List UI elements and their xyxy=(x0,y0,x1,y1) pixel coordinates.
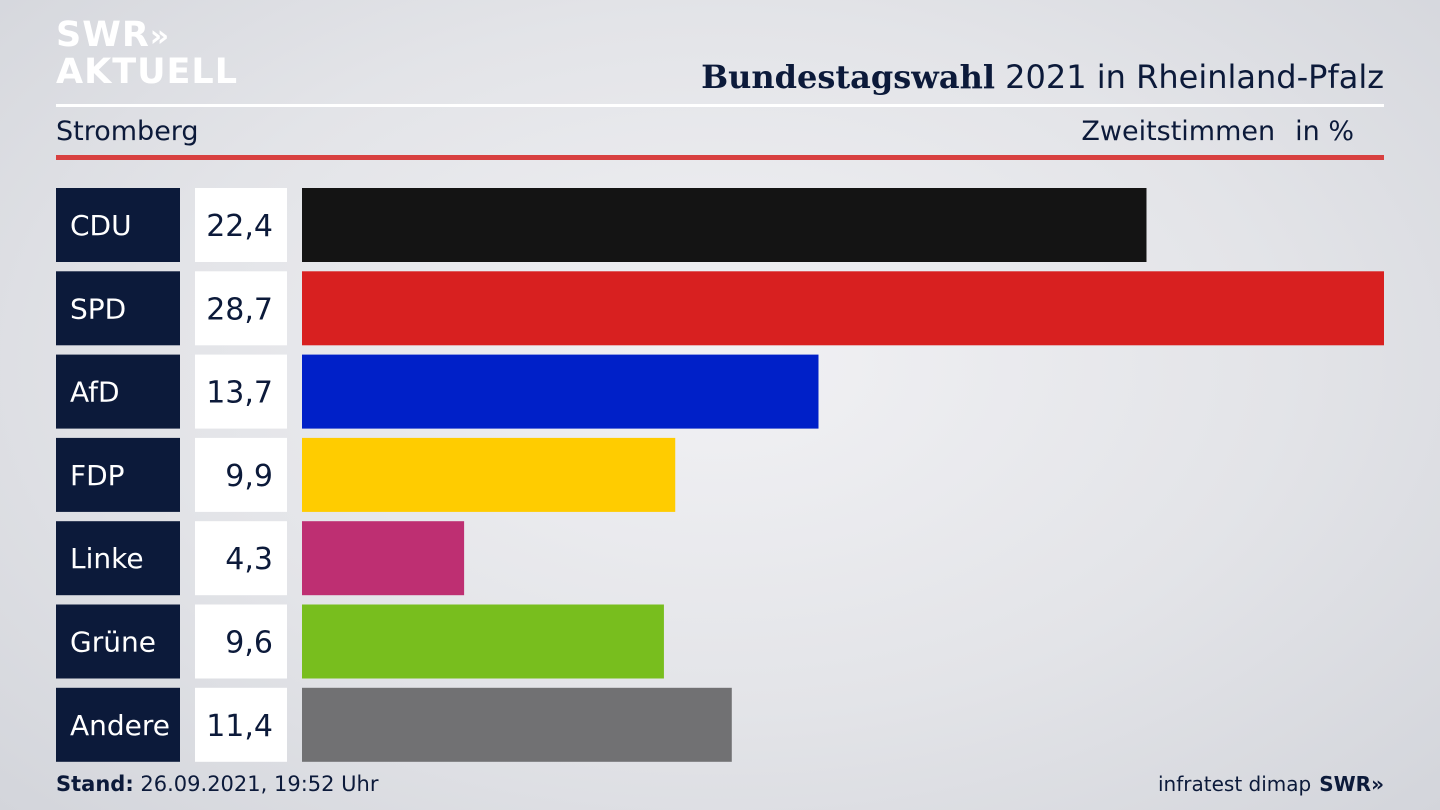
page-title: Bundestagswahl 2021 in Rheinland-Pfalz xyxy=(701,58,1384,96)
constituency-label: Stromberg xyxy=(56,116,199,147)
measure-label: Zweitstimmen in % xyxy=(1081,116,1354,147)
bar-afd xyxy=(302,354,819,429)
party-label-cdu: CDU xyxy=(70,209,132,242)
party-label-afd: AfD xyxy=(70,376,120,409)
value-label-linke: 4,3 xyxy=(225,542,273,577)
logo-line-1: SWR» xyxy=(56,15,169,55)
bar-grüne xyxy=(302,604,664,679)
value-box-spd xyxy=(195,271,287,346)
party-label-box-afd xyxy=(56,354,180,429)
party-label-grüne: Grüne xyxy=(70,626,156,659)
timestamp: Stand: 26.09.2021, 19:52 Uhr xyxy=(56,772,379,796)
bar-cdu xyxy=(302,188,1147,262)
source-credit: infratest dimap SWR» xyxy=(1158,772,1384,796)
party-label-box-cdu xyxy=(56,188,180,262)
party-label-andere: Andere xyxy=(70,709,170,742)
value-box-afd xyxy=(195,354,287,429)
bar-fdp xyxy=(302,437,676,512)
party-label-box-spd xyxy=(56,271,180,346)
accent-divider xyxy=(56,155,1384,160)
header-divider xyxy=(56,104,1384,107)
value-box-cdu xyxy=(195,188,287,262)
party-label-fdp: FDP xyxy=(70,459,125,492)
bar-linke xyxy=(302,521,465,596)
value-box-linke xyxy=(195,521,287,596)
party-label-spd: SPD xyxy=(70,292,126,325)
value-box-grüne xyxy=(195,604,287,679)
bar-spd xyxy=(302,271,1384,346)
party-label-linke: Linke xyxy=(70,542,144,575)
party-label-box-fdp xyxy=(56,437,180,512)
party-label-box-grüne xyxy=(56,604,180,679)
value-label-cdu: 22,4 xyxy=(206,209,273,244)
party-label-box-linke xyxy=(56,521,180,596)
swr-aktuell-logo: SWR» AKTUELL xyxy=(56,18,238,90)
value-label-grüne: 9,6 xyxy=(225,626,273,661)
party-label-box-andere xyxy=(56,687,180,762)
value-box-andere xyxy=(195,687,287,762)
bar-andere xyxy=(302,687,732,762)
value-label-andere: 11,4 xyxy=(206,709,273,744)
logo-line-2: AKTUELL xyxy=(56,52,239,92)
value-box-fdp xyxy=(195,437,287,512)
unit-label: in % xyxy=(1295,116,1354,147)
value-label-afd: 13,7 xyxy=(206,376,273,411)
swr-small-logo: SWR» xyxy=(1319,772,1384,796)
value-label-fdp: 9,9 xyxy=(225,459,273,494)
value-label-spd: 28,7 xyxy=(206,292,273,327)
